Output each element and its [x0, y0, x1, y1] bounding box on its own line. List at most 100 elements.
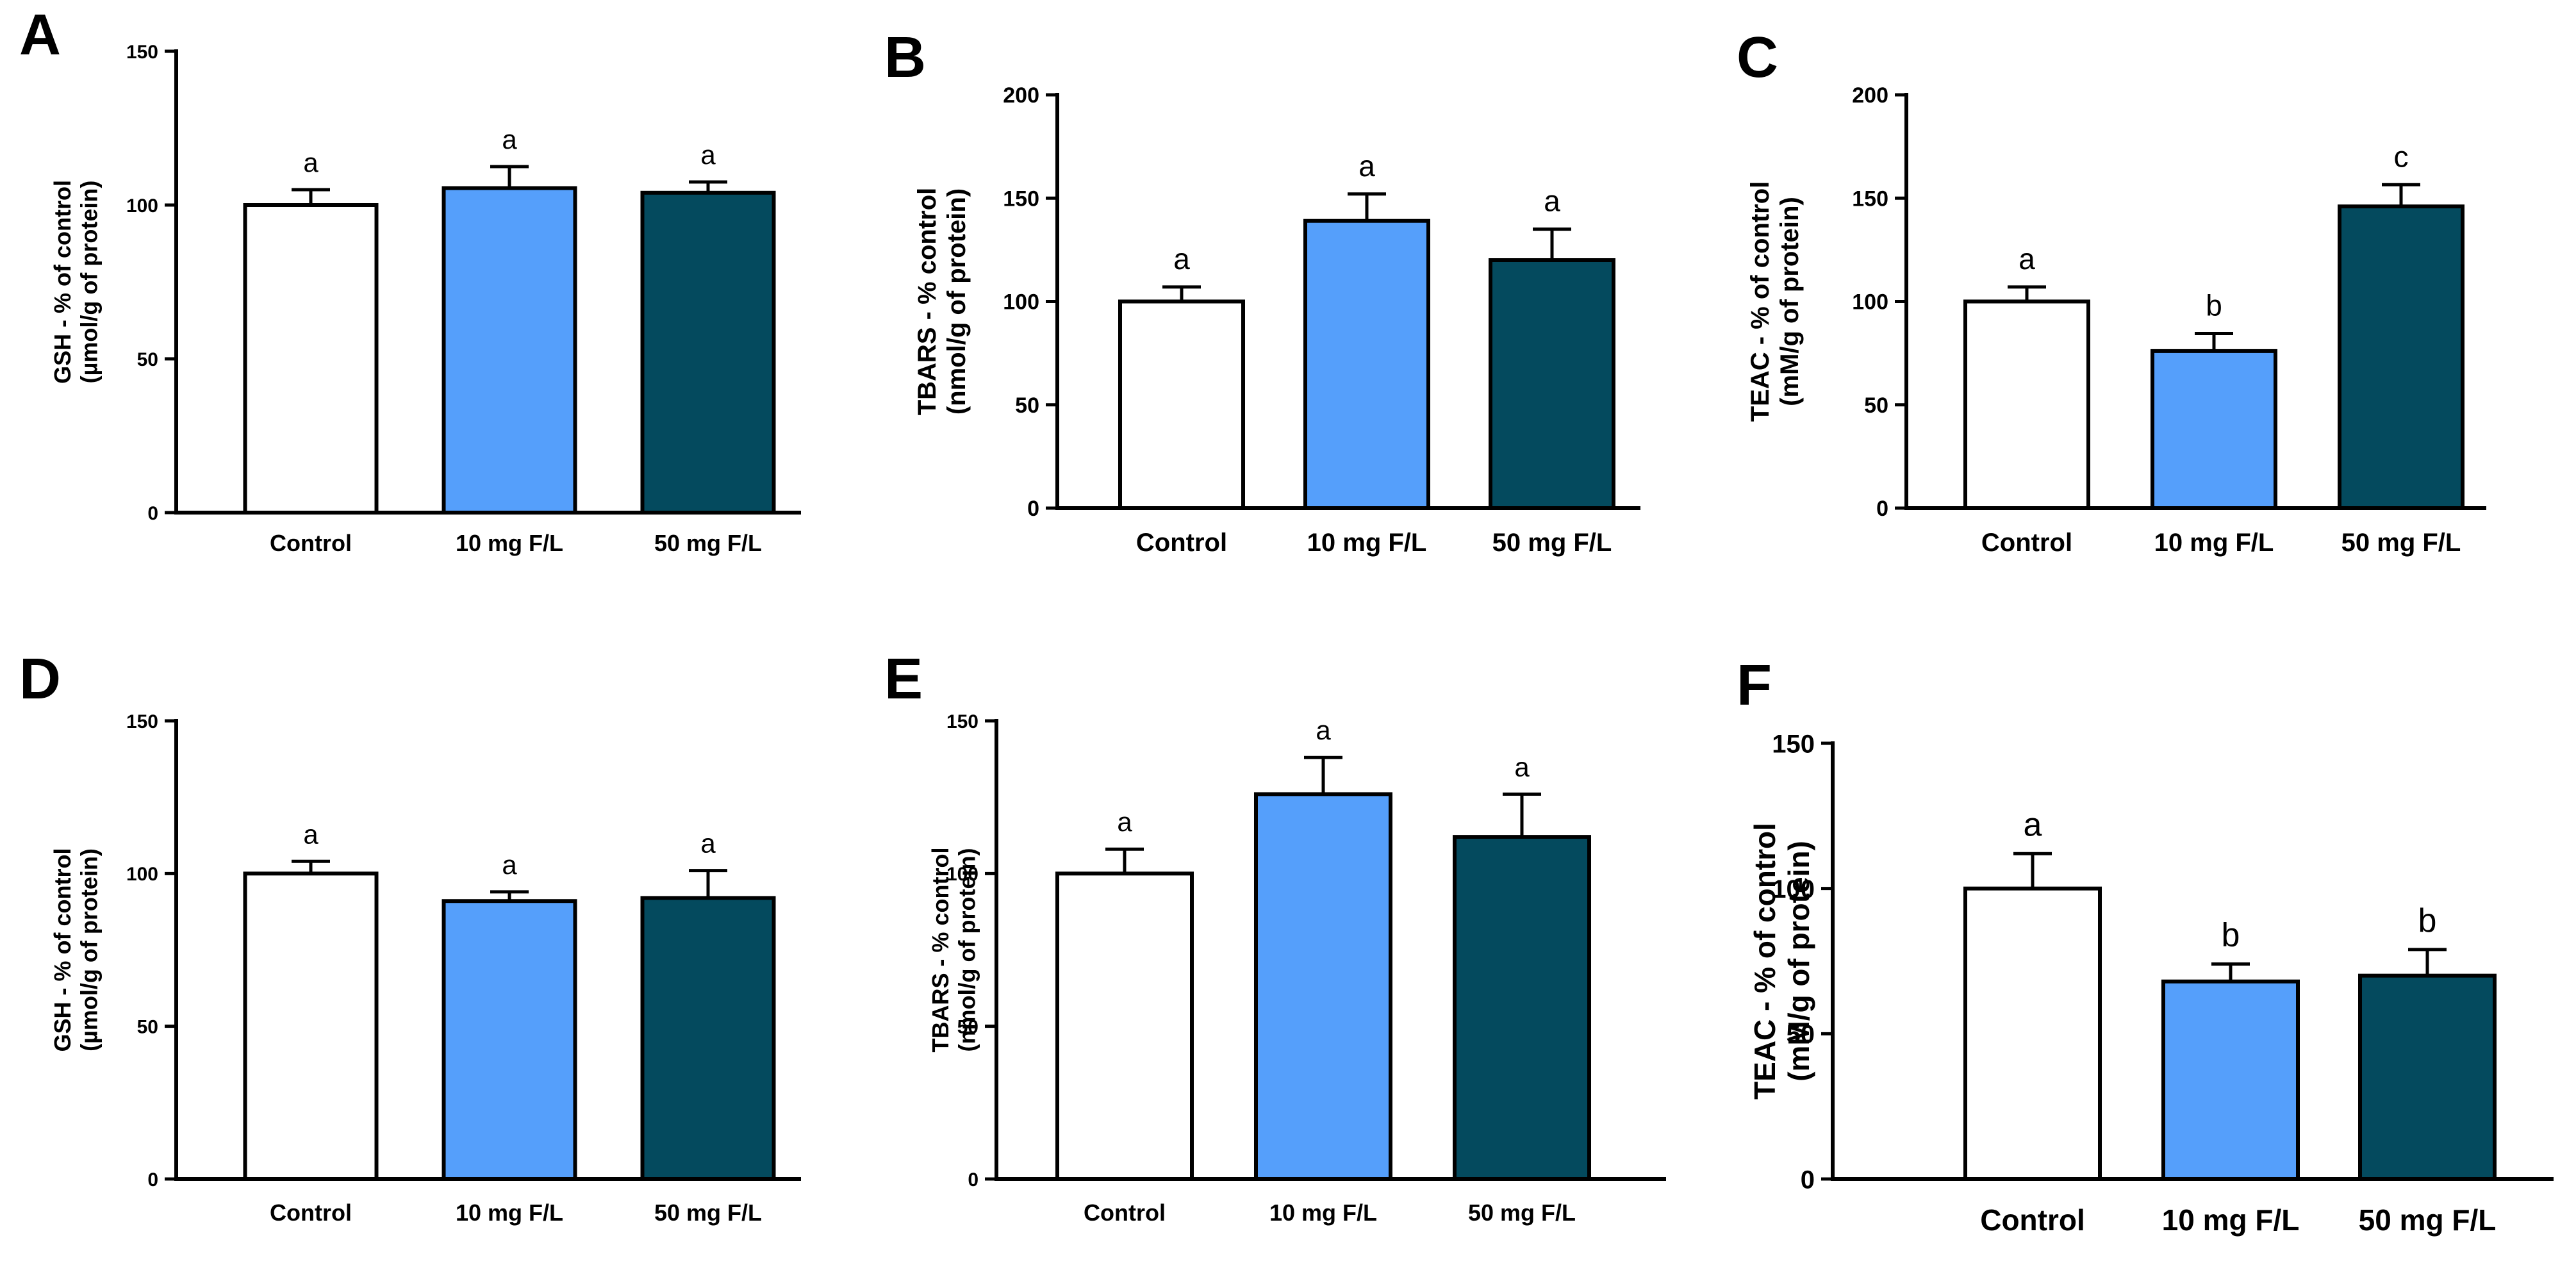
- y-axis-title-line2: (nmol/g of protein): [943, 188, 971, 415]
- panel-letter: F: [1737, 654, 1772, 718]
- bar-control: [1118, 299, 1245, 510]
- significance-letter: c: [2394, 140, 2409, 173]
- y-axis-title-line1: TEAC - % of control: [1748, 823, 1781, 1100]
- y-tick-label: 50: [1864, 393, 1888, 418]
- significance-letter: a: [700, 828, 716, 859]
- x-tick-label: Control: [270, 530, 352, 556]
- x-tick-label: Control: [1980, 1203, 2085, 1237]
- y-tick-label: 100: [126, 864, 158, 885]
- bar-10-mg-f-l: [442, 186, 577, 515]
- bar-control: [243, 871, 379, 1182]
- x-tick-label: 10 mg F/L: [2162, 1203, 2300, 1237]
- significance-letter: a: [1514, 752, 1530, 782]
- significance-letter: a: [1544, 185, 1560, 218]
- x-tick-label: 50 mg F/L: [654, 530, 762, 556]
- x-tick-label: 10 mg F/L: [456, 1199, 563, 1226]
- x-tick-label: Control: [270, 1199, 352, 1226]
- y-tick-label: 0: [1801, 1166, 1815, 1194]
- bar-control: [1963, 299, 2090, 510]
- y-tick-label: 50: [137, 1016, 158, 1037]
- y-tick-label: 100: [1772, 875, 1815, 903]
- significance-letter: a: [700, 140, 716, 170]
- chart-panel-e: Ea Control a 10 mg F/L a 50 mg F/L 0 50 100 150 TB…: [884, 647, 1666, 1226]
- y-tick-label: 100: [126, 195, 158, 217]
- y-tick-label: 150: [1003, 186, 1039, 211]
- bar-10-mg-f-l: [2161, 979, 2300, 1181]
- chart-panel-f: Fa Control b 10 mg F/L b 50 mg F/L 0 50 100 150 TE…: [1737, 654, 2554, 1237]
- chart-panel-d: Da Control a 10 mg F/L a 50 mg F/L 0 50 100 150 GS…: [19, 647, 801, 1226]
- bar-10-mg-f-l: [442, 899, 577, 1181]
- significance-letter: a: [1173, 242, 1190, 276]
- y-tick-label: 150: [1852, 186, 1888, 211]
- y-axis-title-line1: GSH - % of control: [49, 848, 76, 1052]
- bar-10-mg-f-l: [1303, 218, 1430, 510]
- y-tick-label: 150: [126, 42, 158, 63]
- significance-letter: a: [1117, 807, 1132, 837]
- y-axis-title-line2: (mM/g of protein): [1782, 841, 1815, 1082]
- y-tick-label: 150: [946, 711, 978, 732]
- y-axis-title-line1: TBARS - % control: [913, 188, 941, 416]
- y-axis-title-line1: GSH - % of control: [49, 180, 76, 384]
- y-tick-label: 50: [1787, 1021, 1815, 1049]
- significance-letter: a: [502, 850, 517, 880]
- x-tick-label: 50 mg F/L: [1468, 1199, 1576, 1226]
- y-tick-label: 0: [1027, 497, 1039, 521]
- x-tick-label: 10 mg F/L: [1307, 529, 1427, 557]
- x-tick-label: 50 mg F/L: [654, 1199, 762, 1226]
- significance-letter: b: [2222, 917, 2240, 954]
- y-tick-label: 150: [126, 711, 158, 732]
- significance-letter: a: [303, 147, 318, 177]
- bar-control: [1055, 871, 1194, 1182]
- x-tick-label: 50 mg F/L: [2359, 1203, 2497, 1237]
- x-tick-label: 10 mg F/L: [2154, 529, 2274, 557]
- bar-50-mg-f-l: [1489, 258, 1615, 510]
- y-tick-label: 50: [137, 349, 158, 370]
- y-tick-label: 100: [1003, 290, 1039, 315]
- y-axis-title-line2: (µmol/g of protein): [76, 181, 102, 384]
- bar-control: [243, 203, 379, 515]
- bar-10-mg-f-l: [1254, 792, 1392, 1181]
- x-tick-label: 50 mg F/L: [1492, 529, 1612, 557]
- bar-control: [1963, 886, 2102, 1181]
- panel-letter: E: [884, 647, 923, 711]
- significance-letter: a: [303, 819, 318, 849]
- y-tick-label: 100: [1852, 290, 1888, 315]
- y-axis-title-line2: (mM/g of protein): [1776, 197, 1804, 406]
- bar-50-mg-f-l: [2338, 204, 2465, 510]
- y-tick-label: 50: [1015, 393, 1039, 418]
- chart-panel-c: Ca Control b 10 mg F/L c 50 mg F/L 0 50 100 150 20…: [1737, 26, 2486, 557]
- panel-letter: A: [19, 3, 61, 67]
- significance-letter: a: [2024, 806, 2042, 843]
- panel-letter: B: [884, 26, 926, 90]
- panel-letter: D: [19, 647, 61, 711]
- chart-panel-b: Ba Control a 10 mg F/L a 50 mg F/L 0 50 100 150 20…: [884, 26, 1640, 557]
- significance-letter: b: [2206, 288, 2222, 322]
- y-tick-label: 200: [1003, 83, 1039, 108]
- bar-50-mg-f-l: [2358, 973, 2497, 1181]
- panel-letter: C: [1737, 26, 1778, 90]
- bar-10-mg-f-l: [2151, 349, 2277, 511]
- y-tick-label: 150: [1772, 730, 1815, 758]
- significance-letter: a: [1358, 149, 1375, 183]
- y-tick-label: 50: [957, 1016, 978, 1037]
- x-tick-label: 50 mg F/L: [2341, 529, 2461, 557]
- y-tick-label: 100: [946, 864, 978, 885]
- y-axis-title-line2: (nmol/g of protein): [954, 848, 980, 1052]
- x-tick-label: 10 mg F/L: [456, 530, 563, 556]
- y-tick-label: 0: [147, 1169, 158, 1191]
- y-tick-label: 0: [968, 1169, 978, 1191]
- y-axis-title-line2: (µmol/g of protein): [76, 848, 102, 1051]
- chart-panel-a: Aa Control a 10 mg F/L a 50 mg F/L 0 50 100 150 GS…: [19, 3, 801, 556]
- significance-letter: a: [1316, 715, 1331, 745]
- x-tick-label: 10 mg F/L: [1269, 1199, 1377, 1226]
- x-tick-label: Control: [1084, 1199, 1166, 1226]
- significance-letter: a: [502, 124, 517, 154]
- x-tick-label: Control: [1981, 529, 2072, 557]
- y-axis-title-line1: TEAC - % of control: [1746, 181, 1774, 422]
- y-tick-label: 0: [1876, 497, 1888, 521]
- bar-50-mg-f-l: [1453, 835, 1591, 1181]
- x-tick-label: Control: [1136, 529, 1227, 557]
- bar-50-mg-f-l: [640, 896, 776, 1181]
- significance-letter: b: [2418, 902, 2437, 939]
